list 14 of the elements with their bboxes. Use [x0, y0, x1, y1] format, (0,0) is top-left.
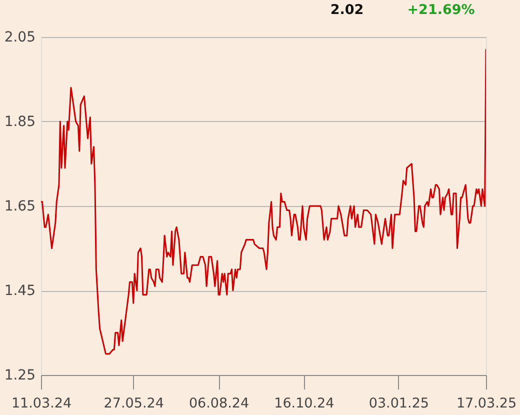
y-tick-label: 1.65: [4, 198, 36, 214]
x-tick-label: 03.01.25: [368, 396, 429, 412]
x-tick-label: 06.08.24: [188, 396, 250, 412]
y-tick-label: 1.25: [4, 368, 36, 384]
x-tick-label: 17.03.25: [456, 396, 517, 412]
x-tick-label: 27.05.24: [104, 396, 164, 412]
y-tick-label: 2.05: [4, 30, 36, 46]
line-series: [41, 48, 486, 355]
x-tick-label: 16.10.24: [274, 396, 334, 412]
text: 2.02: [330, 2, 364, 18]
y-tick-label: 1.45: [4, 283, 36, 299]
x-tick-label: 11.03.24: [11, 396, 72, 412]
text: +21.69%: [407, 2, 476, 18]
y-tick-label: 1.85: [4, 114, 36, 130]
